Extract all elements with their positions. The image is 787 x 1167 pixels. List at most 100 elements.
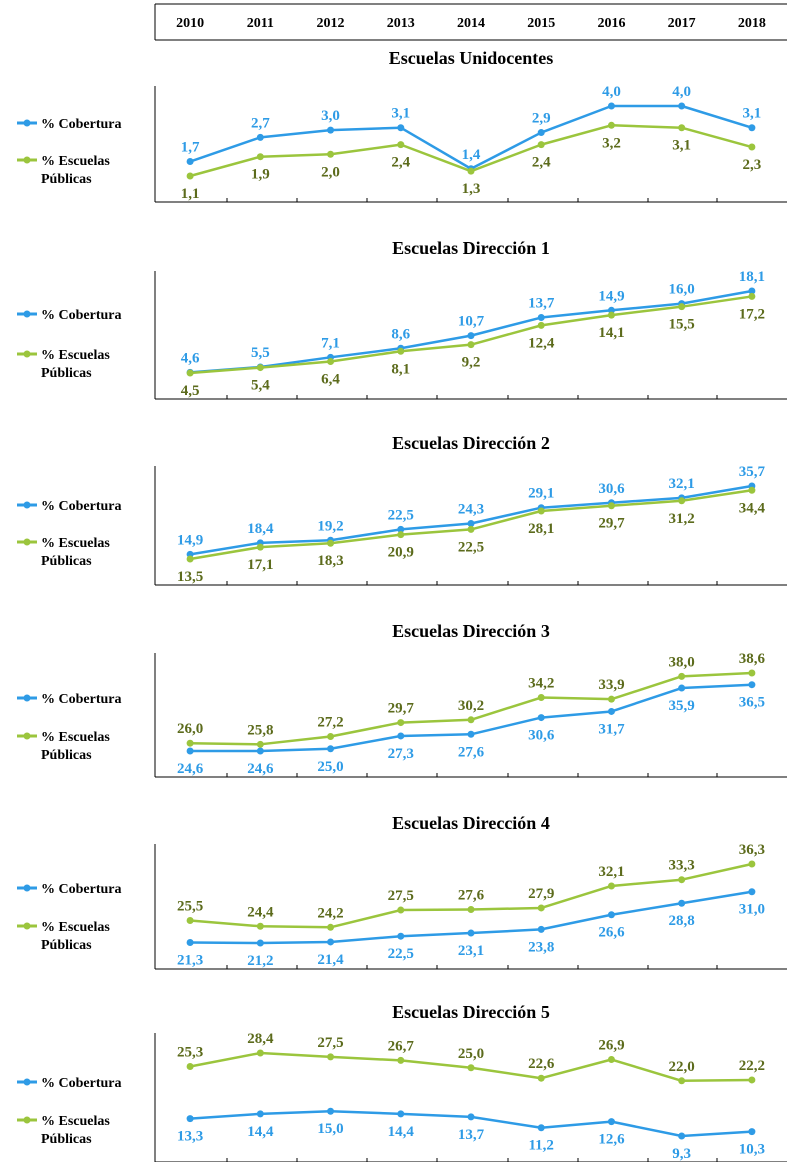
series-escuelas-data-label: 24,4 (247, 904, 274, 920)
series-escuelas-data-label: 6,4 (321, 372, 340, 388)
series-cobertura-point (256, 747, 264, 755)
series-escuelas-point (327, 358, 335, 366)
legend-escuelas-label-line2: Públicas (41, 366, 92, 381)
series-escuelas-point (748, 669, 756, 677)
series-escuelas-data-label: 38,0 (669, 654, 695, 670)
series-escuelas-data-label: 1,1 (181, 186, 200, 202)
series-escuelas-point (678, 876, 686, 884)
series-escuelas-point (327, 539, 335, 547)
series-escuelas-point (467, 167, 475, 175)
series-escuelas-data-label: 22,2 (739, 1058, 765, 1074)
series-escuelas-data-label: 30,2 (458, 698, 484, 714)
series-escuelas-point (607, 121, 615, 129)
series-escuelas-point (537, 321, 545, 329)
series-escuelas-data-label: 22,0 (669, 1059, 695, 1075)
chart-title: Escuelas Dirección 3 (392, 621, 550, 641)
legend-escuelas-label-line2: Públicas (41, 1132, 92, 1147)
legend-escuelas-marker (23, 732, 31, 740)
series-escuelas-data-label: 4,5 (181, 383, 200, 399)
series-escuelas-data-label: 33,9 (598, 677, 624, 693)
series-cobertura-data-label: 2,7 (251, 115, 270, 131)
year-header-label: 2014 (457, 16, 485, 31)
series-escuelas-point (397, 531, 405, 539)
series-escuelas-data-label: 25,5 (177, 899, 203, 915)
series-escuelas-data-label: 25,0 (458, 1046, 484, 1062)
series-cobertura-point (467, 730, 475, 738)
legend-escuelas-marker (23, 922, 31, 930)
legend-cobertura-label: % Cobertura (41, 308, 122, 323)
series-escuelas-point (467, 525, 475, 533)
year-header-label: 2011 (247, 16, 274, 31)
series-cobertura-data-label: 18,4 (247, 521, 274, 537)
series-escuelas-data-label: 2,4 (532, 155, 551, 171)
series-cobertura-point (256, 1110, 264, 1118)
series-cobertura-point (607, 1118, 615, 1126)
legend-escuelas-label-line2: Públicas (41, 748, 92, 763)
series-cobertura-data-label: 3,1 (743, 106, 762, 122)
series-cobertura-data-label: 7,1 (321, 335, 340, 351)
series-cobertura-data-label: 13,7 (528, 296, 555, 312)
legend-cobertura-label: % Cobertura (41, 1076, 122, 1091)
series-escuelas-data-label: 15,5 (669, 317, 695, 333)
series-cobertura-point (397, 525, 405, 533)
series-escuelas-data-label: 12,4 (528, 335, 555, 351)
series-escuelas-point (467, 906, 475, 914)
series-escuelas-point (678, 672, 686, 680)
legend-escuelas-marker (23, 1116, 31, 1124)
series-escuelas-point (537, 1074, 545, 1082)
series-cobertura-data-label: 24,6 (247, 761, 274, 777)
legend-cobertura-label: % Cobertura (41, 882, 122, 897)
legend-escuelas-marker (23, 350, 31, 358)
series-cobertura-point (748, 287, 756, 295)
series-cobertura-point (397, 1110, 405, 1118)
legend-cobertura-label: % Cobertura (41, 692, 122, 707)
series-cobertura-data-label: 4,0 (602, 84, 621, 100)
series-escuelas-point (256, 922, 264, 930)
series-cobertura-data-label: 31,7 (598, 721, 625, 737)
year-header-label: 2016 (597, 16, 625, 31)
series-cobertura-data-label: 13,7 (458, 1127, 485, 1143)
series-escuelas-data-label: 29,7 (598, 516, 625, 532)
series-escuelas-data-label: 9,2 (462, 355, 481, 371)
series-cobertura-data-label: 9,3 (672, 1146, 691, 1162)
chart-title: Escuelas Dirección 2 (392, 433, 550, 453)
series-cobertura-data-label: 14,9 (598, 288, 624, 304)
chart-title: Escuelas Unidocentes (389, 48, 554, 68)
series-cobertura-point (607, 102, 615, 110)
series-escuelas-point (467, 716, 475, 724)
series-cobertura-point (607, 306, 615, 314)
series-cobertura-point (537, 314, 545, 322)
series-cobertura-point (537, 1124, 545, 1132)
series-escuelas-point (537, 507, 545, 515)
legend-cobertura-marker (23, 119, 31, 127)
legend-escuelas-label: % Escuelas (41, 730, 110, 745)
series-escuelas-point (256, 153, 264, 161)
series-cobertura-data-label: 35,9 (669, 698, 695, 714)
series-cobertura-data-label: 27,6 (458, 744, 485, 760)
series-escuelas-point (537, 694, 545, 702)
series-escuelas-point (607, 502, 615, 510)
series-escuelas-data-label: 36,3 (739, 842, 765, 858)
series-escuelas-point (467, 1064, 475, 1072)
series-cobertura-data-label: 23,8 (528, 939, 554, 955)
legend-cobertura-label: % Cobertura (41, 117, 122, 132)
series-escuelas-point (467, 341, 475, 349)
series-escuelas-data-label: 14,1 (598, 325, 624, 341)
series-cobertura-data-label: 23,1 (458, 943, 484, 959)
series-escuelas-point (537, 141, 545, 149)
series-escuelas-point (186, 739, 194, 747)
legend-escuelas-label-line2: Públicas (41, 938, 92, 953)
series-escuelas-data-label: 5,4 (251, 378, 270, 394)
series-cobertura-data-label: 21,4 (317, 952, 344, 968)
series-escuelas-data-label: 33,3 (669, 858, 695, 874)
series-escuelas-point (537, 904, 545, 912)
series-escuelas-point (607, 1056, 615, 1064)
series-escuelas-data-label: 22,5 (458, 539, 484, 555)
series-escuelas-data-label: 27,5 (317, 1035, 343, 1051)
legend-cobertura-marker (23, 1078, 31, 1086)
series-escuelas-point (186, 172, 194, 180)
series-cobertura-data-label: 10,7 (458, 314, 485, 330)
series-escuelas-point (607, 695, 615, 703)
series-cobertura-data-label: 13,3 (177, 1129, 203, 1145)
